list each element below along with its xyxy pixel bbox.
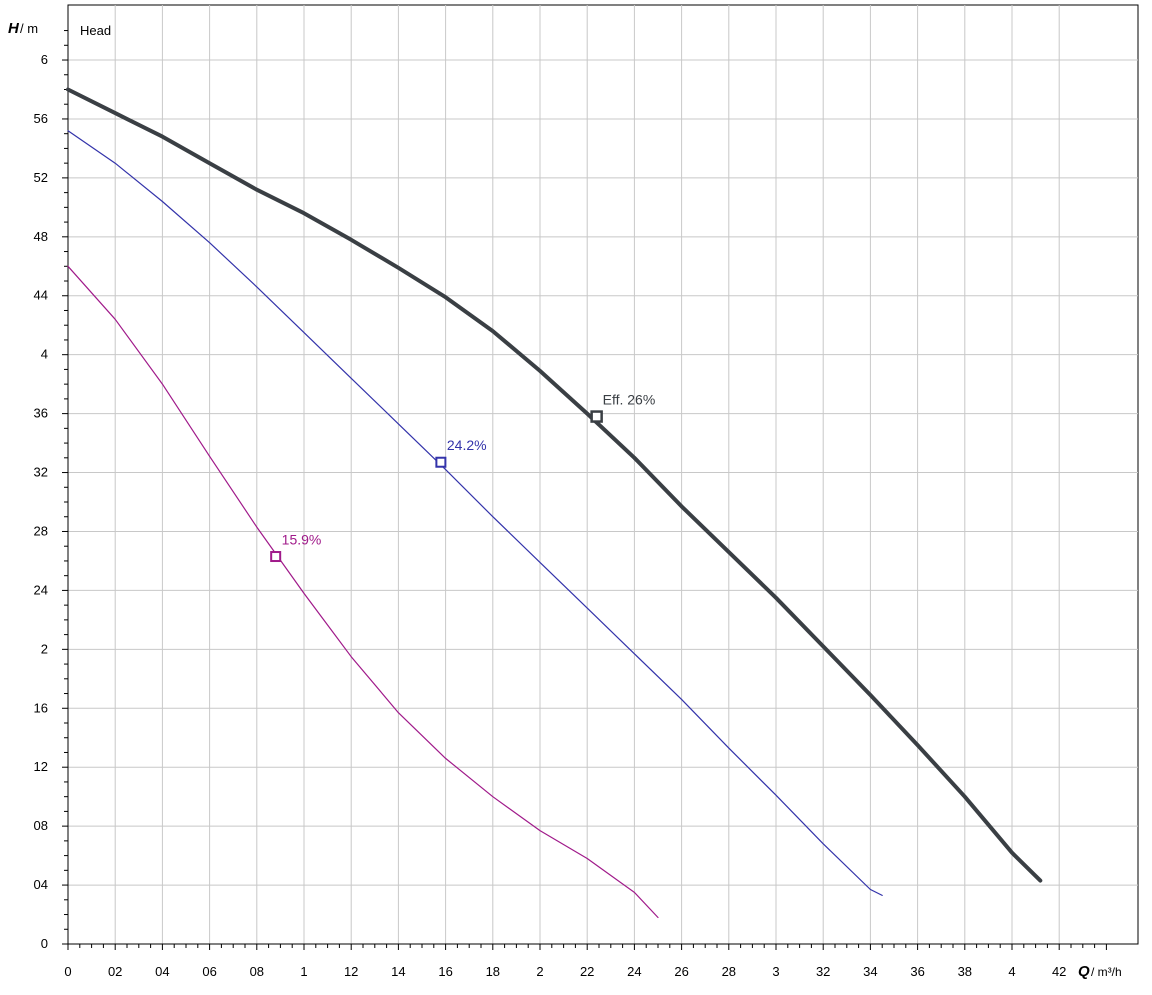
grid bbox=[67, 4, 1139, 945]
x-tick-label: 32 bbox=[816, 964, 830, 979]
series-marker-2 bbox=[435, 456, 447, 468]
x-tick-label: 14 bbox=[391, 964, 405, 979]
x-tick-label: 16 bbox=[438, 964, 452, 979]
y-tick-label: 0 bbox=[41, 936, 48, 951]
y-tick-label: 4 bbox=[41, 347, 48, 362]
y-tick-label: 36 bbox=[34, 406, 48, 421]
y-tick-label: 52 bbox=[34, 170, 48, 185]
x-axis-label-var: Q bbox=[1078, 963, 1090, 980]
x-tick-label: 18 bbox=[486, 964, 500, 979]
y-tick-label: 04 bbox=[34, 877, 48, 892]
series-line-3 bbox=[67, 265, 659, 919]
x-tick-label: 3 bbox=[772, 964, 779, 979]
x-axis-label-unit: / m³/h bbox=[1091, 965, 1122, 979]
series-marker-label-3: 15.9% bbox=[282, 532, 322, 548]
x-tick-label: 4 bbox=[1008, 964, 1015, 979]
y-tick-label: 48 bbox=[34, 229, 48, 244]
x-tick-label: 06 bbox=[202, 964, 216, 979]
x-tick-label: 24 bbox=[627, 964, 641, 979]
y-tick-label: 44 bbox=[34, 288, 48, 303]
y-tick-label: 12 bbox=[34, 759, 48, 774]
x-tick-label: 28 bbox=[722, 964, 736, 979]
y-tick-label: 28 bbox=[34, 523, 48, 538]
x-tick-label: 02 bbox=[108, 964, 122, 979]
chart-title: Head bbox=[80, 23, 111, 38]
series-layer: Eff. 26% 24.2% 15.9% bbox=[66, 87, 1043, 919]
x-tick-label: 08 bbox=[250, 964, 264, 979]
y-tick-label: 24 bbox=[34, 582, 48, 597]
x-tick-label: 36 bbox=[910, 964, 924, 979]
y-axis-label-unit: / m bbox=[20, 21, 38, 36]
y-tick-label: 2 bbox=[41, 641, 48, 656]
y-tick-label: 56 bbox=[34, 111, 48, 126]
x-tick-label: 38 bbox=[958, 964, 972, 979]
x-tick-label: 0 bbox=[64, 964, 71, 979]
y-tick-label: 32 bbox=[34, 465, 48, 480]
x-tick-label: 22 bbox=[580, 964, 594, 979]
series-line-2 bbox=[67, 130, 883, 897]
labels-layer: Head H / m Q / m³/h bbox=[8, 20, 1122, 980]
x-tick-label: 2 bbox=[536, 964, 543, 979]
x-tick-label: 42 bbox=[1052, 964, 1066, 979]
series-marker-label-2: 24.2% bbox=[447, 437, 487, 453]
series-marker-label-1: Eff. 26% bbox=[603, 392, 656, 408]
series-line-1 bbox=[66, 87, 1043, 883]
y-tick-label: 08 bbox=[34, 818, 48, 833]
y-tick-label: 6 bbox=[41, 52, 48, 67]
series-marker-1 bbox=[590, 410, 603, 423]
x-tick-label: 12 bbox=[344, 964, 358, 979]
axes: 0 02 04 06 08 1 12 14 16 18 2 22 24 26 28 3 32 34 36 38 4 420… bbox=[34, 5, 1138, 979]
series-marker-3 bbox=[270, 551, 282, 563]
x-tick-label: 26 bbox=[674, 964, 688, 979]
x-tick-label: 34 bbox=[863, 964, 877, 979]
y-tick-label: 16 bbox=[34, 700, 48, 715]
y-axis-label-var: H bbox=[8, 20, 20, 37]
x-tick-label: 1 bbox=[300, 964, 307, 979]
x-tick-label: 04 bbox=[155, 964, 169, 979]
plot-frame bbox=[67, 4, 1139, 945]
